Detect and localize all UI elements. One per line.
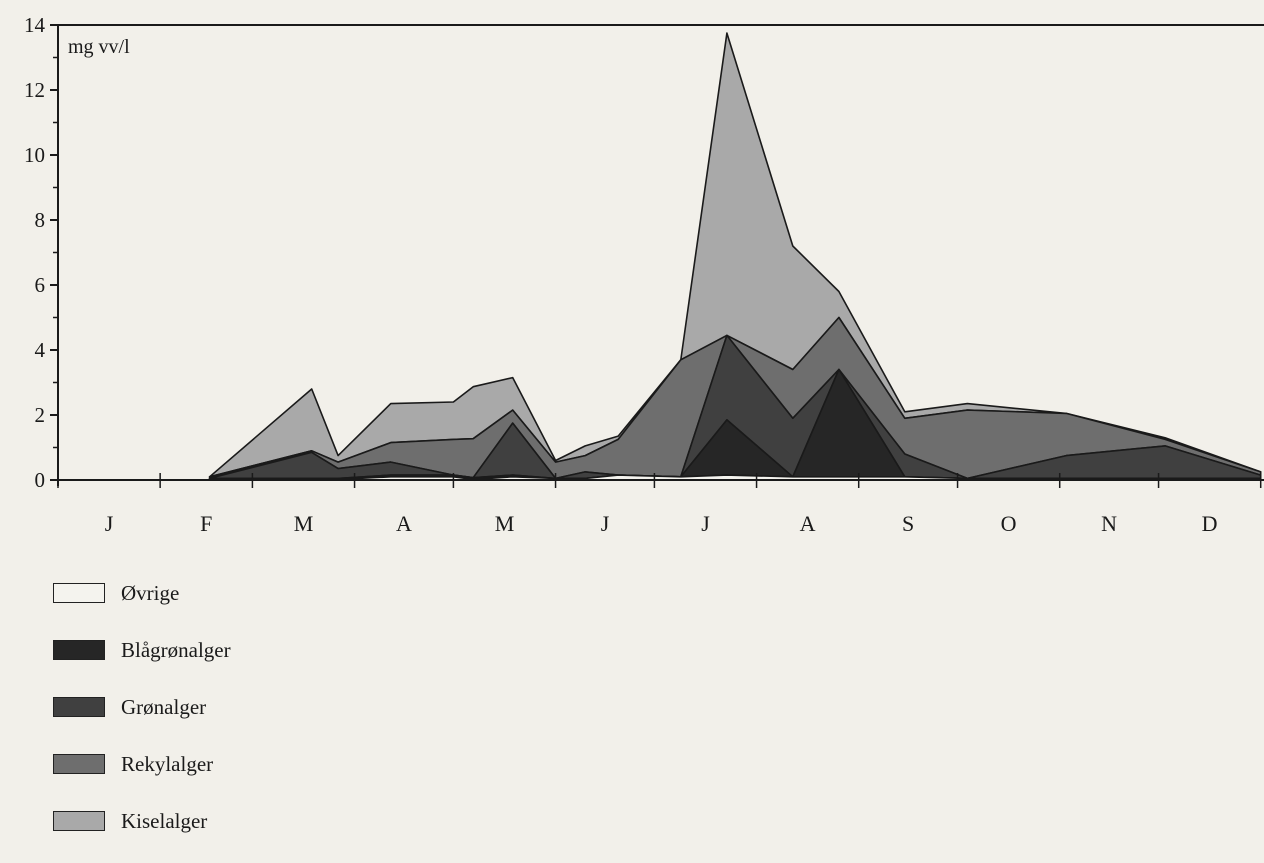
x-tick-label: A — [396, 511, 412, 536]
legend-swatch — [53, 811, 105, 831]
legend-label: Grønalger — [121, 694, 207, 719]
y-tick-label: 14 — [24, 13, 46, 37]
x-tick-label: M — [495, 511, 515, 536]
legend-item: Kiselalger — [53, 806, 231, 836]
legend-label: Øvrige — [121, 580, 180, 605]
x-tick-label: O — [1001, 511, 1017, 536]
legend-swatch — [53, 697, 105, 717]
legend-swatch — [53, 583, 105, 603]
x-tick-label: J — [701, 511, 710, 536]
legend-label: Rekylalger — [121, 751, 214, 776]
legend-item: Grønalger — [53, 692, 231, 722]
y-tick-label: 0 — [35, 468, 46, 492]
legend-swatch — [53, 640, 105, 660]
x-tick-label: M — [294, 511, 314, 536]
axes: 0 2 4 6 8 10 12 14 J F M A M J J A S O N D — [24, 13, 1264, 536]
y-tick-label: 10 — [24, 143, 45, 167]
unit-label: mg vv/l — [68, 36, 130, 58]
chart-canvas: 0 2 4 6 8 10 12 14 J F M A M J J A S O N D mg vv/l — [24, 13, 1264, 536]
x-tick-label: N — [1101, 511, 1117, 536]
x-tick-label: D — [1202, 511, 1218, 536]
x-tick-label: F — [200, 511, 212, 536]
stacked-area-chart: 0 2 4 6 8 10 12 14 J F M A M J J A S O N D mg vv/l Øvrige B… — [24, 13, 1264, 833]
x-tick-label: S — [902, 511, 914, 536]
x-tick-label: A — [800, 511, 816, 536]
legend: Øvrige Blågrønalger Grønalger Rekylalger… — [53, 578, 231, 863]
y-tick-label: 4 — [35, 338, 46, 362]
legend-item: Øvrige — [53, 578, 231, 608]
legend-label: Kiselalger — [121, 808, 208, 833]
area-layers — [208, 32, 1262, 481]
y-tick-label: 2 — [35, 403, 46, 427]
legend-item: Blågrønalger — [53, 635, 231, 665]
y-tick-label: 6 — [35, 273, 46, 297]
y-tick-label: 8 — [35, 208, 46, 232]
x-tick-label: J — [105, 511, 114, 536]
legend-label: Blågrønalger — [121, 637, 231, 662]
y-tick-label: 12 — [24, 78, 45, 102]
legend-item: Rekylalger — [53, 749, 231, 779]
legend-swatch — [53, 754, 105, 774]
x-tick-label: J — [601, 511, 610, 536]
